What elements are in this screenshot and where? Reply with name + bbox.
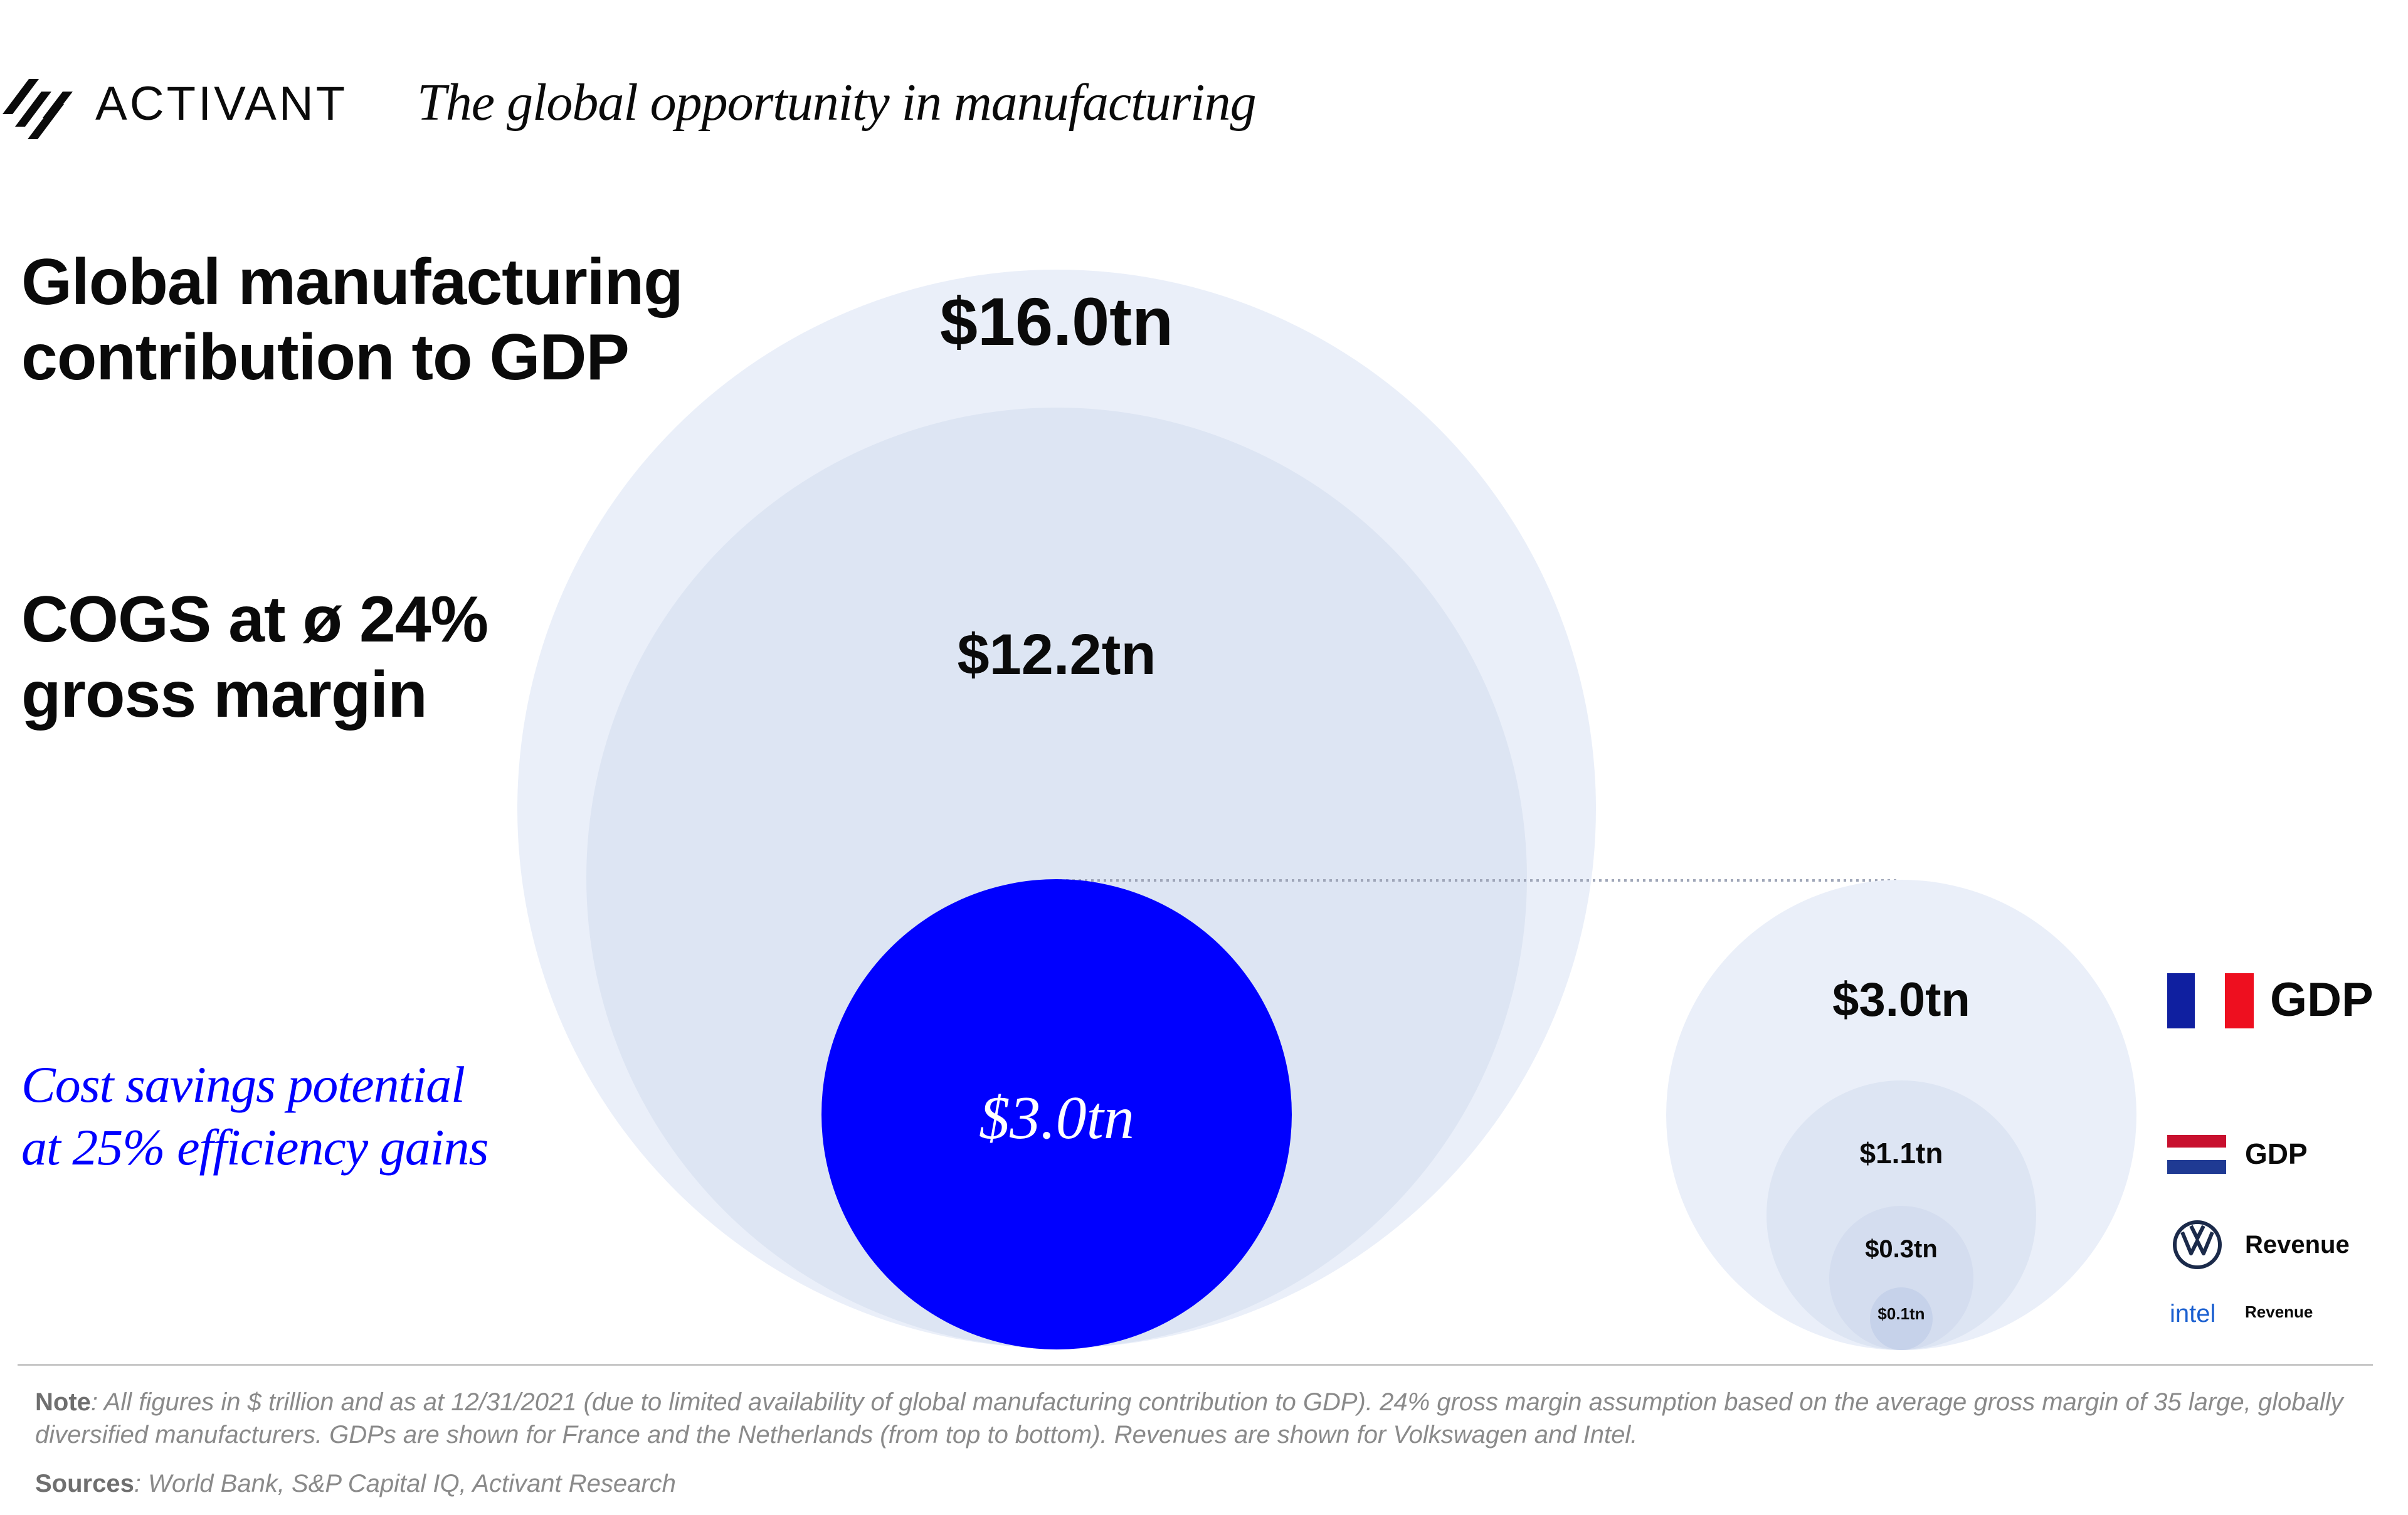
france-flag-icon <box>2167 973 2254 1028</box>
cogs-label-line1: COGS at ø 24% <box>21 583 488 656</box>
intel-logo-icon: intel <box>2170 1300 2215 1328</box>
brand-name: ACTIVANT <box>95 77 348 130</box>
legend-label-volkswagen: Revenue <box>2245 1231 2350 1259</box>
cogs-label: COGS at ø 24% gross margin <box>21 582 586 732</box>
value-label-global-gdp: $16.0tn <box>940 283 1173 359</box>
value-label-savings: $3.0tn <box>979 1084 1134 1152</box>
gdp-label-line1: Global manufacturing <box>21 246 684 319</box>
value-label-volkswagen: $0.3tn <box>1865 1235 1938 1263</box>
value-label-intel: $0.1tn <box>1877 1304 1925 1323</box>
note-text: : All figures in $ trillion and as at 12… <box>35 1388 2343 1449</box>
legend-label-netherlands: GDP <box>2245 1138 2308 1170</box>
page-title: The global opportunity in manufacturing <box>417 73 1257 132</box>
gdp-label-line2: contribution to GDP <box>21 321 630 394</box>
value-label-cogs: $12.2tn <box>957 623 1156 687</box>
bubble-cogs <box>586 408 1527 1348</box>
value-label-france: $3.0tn <box>1832 973 1970 1027</box>
volkswagen-logo-icon <box>2173 1220 2222 1269</box>
sources: Sources: World Bank, S&P Capital IQ, Act… <box>35 1467 2355 1500</box>
cogs-label-line2: gross margin <box>21 658 428 731</box>
savings-label-line2: at 25% efficiency gains <box>21 1119 488 1176</box>
bubble-volkswagen-revenue <box>1829 1206 1973 1350</box>
legend-label-france: GDP <box>2270 973 2374 1027</box>
legend: GDP GDP Revenue intel Revenue <box>2167 973 2374 1328</box>
savings-label: Cost savings potential at 25% efficiency… <box>21 1053 586 1179</box>
footnote: Note: All figures in $ trillion and as a… <box>35 1386 2355 1451</box>
bubble-intel-revenue <box>1870 1287 1933 1350</box>
note-label: Note <box>35 1388 91 1416</box>
bubble-savings <box>821 879 1292 1349</box>
header: ACTIVANT The global opportunity in manuf… <box>0 69 1380 144</box>
netherlands-flag-icon <box>2167 1135 2226 1174</box>
savings-label-line1: Cost savings potential <box>21 1056 465 1113</box>
legend-label-intel: Revenue <box>2245 1302 2313 1321</box>
value-label-netherlands: $1.1tn <box>1860 1137 1943 1169</box>
gdp-label: Global manufacturing contribution to GDP <box>21 245 774 395</box>
footer-divider <box>18 1364 2373 1366</box>
activant-logo-icon <box>3 79 73 139</box>
sources-label: Sources <box>35 1470 134 1497</box>
sources-text: : World Bank, S&P Capital IQ, Activant R… <box>134 1470 676 1497</box>
